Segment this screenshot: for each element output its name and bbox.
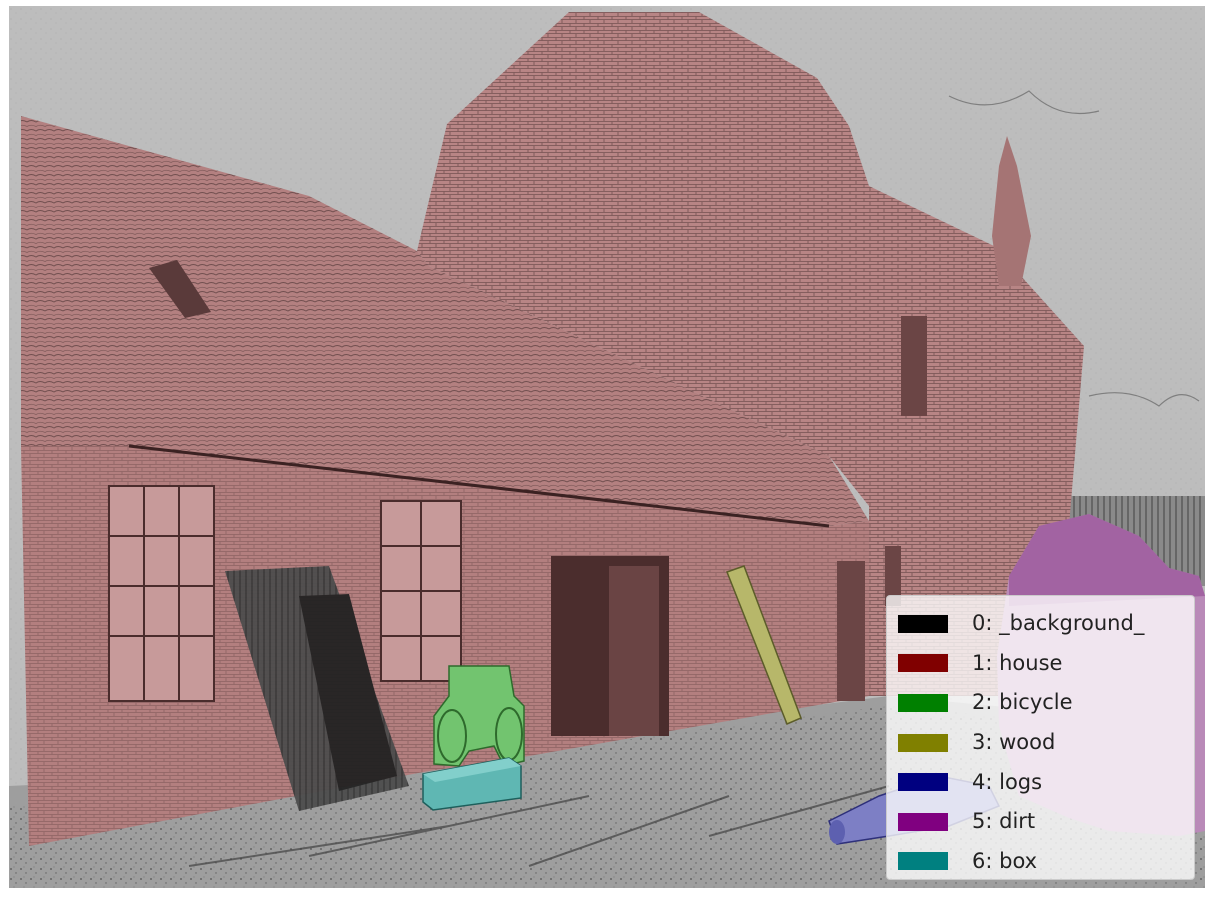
wood-plank [726,565,802,725]
legend-label: 4: logs [972,769,1043,794]
legend-swatch [898,852,948,871]
house-region [21,12,1084,846]
legend-label: 0: _background_ [972,611,1145,636]
legend-label: 2: bicycle [972,690,1073,715]
legend-entry: 4: logs [897,762,1184,802]
legend-entry: 0: _background_ [897,604,1184,644]
legend-entry: 2: bicycle [897,683,1184,723]
legend-entry: 6: box [897,842,1184,882]
segmented-sketch-image [9,6,1205,888]
box-region [422,757,522,811]
legend-entry: 1: house [897,644,1184,684]
legend-swatch [898,733,948,752]
legend-swatch [898,773,948,792]
legend-label: 1: house [972,650,1063,675]
legend-entry: 5: dirt [897,802,1184,842]
leaning-door [225,566,409,811]
legend-swatch [898,614,948,633]
legend-label: 5: dirt [972,809,1036,834]
legend: 0: _background_ 1: house 2: bicycle 3: w… [886,595,1195,880]
legend-swatch [898,812,948,831]
legend-swatch [898,693,948,712]
legend-label: 3: wood [972,730,1056,755]
legend-entry: 3: wood [897,723,1184,763]
legend-swatch [898,654,948,673]
legend-label: 6: box [972,848,1038,873]
